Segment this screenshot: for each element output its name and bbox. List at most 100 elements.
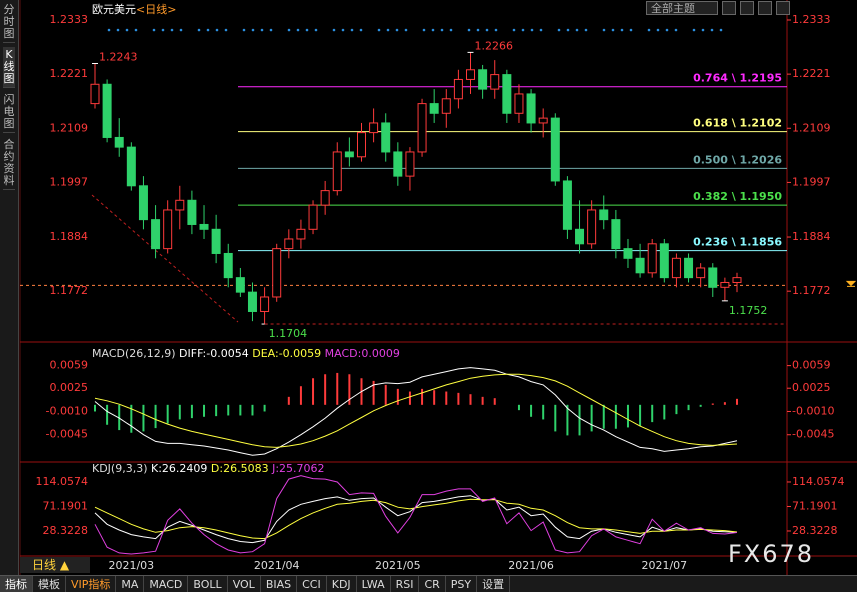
candle-body (284, 238, 294, 250)
bottom-tab[interactable]: KDJ (327, 576, 357, 592)
fib-label: 0.764 \ 1.2195 (693, 72, 782, 85)
y-tick-label: 114.0574 (36, 475, 89, 488)
candle-body (562, 180, 572, 230)
bottom-tab[interactable]: PSY (446, 576, 478, 592)
sidebar-tab[interactable]: K线图 (3, 47, 15, 88)
candle-body (344, 151, 354, 158)
signal-dot (152, 28, 156, 32)
bottom-tab[interactable]: BOLL (188, 576, 228, 592)
signal-dot (674, 28, 678, 32)
y-tick-label: 1.1772 (792, 284, 831, 297)
y-tick-label: 1.2109 (50, 121, 89, 134)
candle-body (247, 291, 257, 312)
period-button[interactable]: 日线 ▲ (20, 557, 90, 573)
theme-select[interactable]: 全部主题 (646, 1, 718, 15)
signal-dot (449, 28, 453, 32)
candle-body (538, 117, 548, 124)
bottom-tab[interactable]: LWA (357, 576, 391, 592)
y-tick-label: 1.2333 (792, 13, 831, 26)
signal-dot (692, 28, 696, 32)
x-tick-label: 2021/05 (375, 559, 421, 572)
signal-dot (494, 28, 498, 32)
candle-body (175, 199, 185, 211)
candle-body (260, 296, 270, 312)
bottom-tab[interactable]: RSI (391, 576, 420, 592)
header: MACD:0.0009 (325, 347, 400, 360)
signal-dot (476, 28, 480, 32)
fib-label: 0.236 \ 1.1856 (693, 236, 782, 249)
signal-dot (215, 28, 219, 32)
indicator-line (94, 373, 738, 448)
candle-body (296, 228, 306, 240)
chart: 欧元美元<日线> MACD(26,12,9) DIFF:-0.0054 DEA:… (19, 0, 857, 575)
fib-label: 0.500 \ 1.2026 (693, 153, 782, 166)
candle-body (138, 185, 148, 221)
signal-dot (440, 28, 444, 32)
bottom-tab[interactable]: CCI (297, 576, 327, 592)
sidebar-tab[interactable]: 合约资料 (3, 137, 15, 190)
extreme-label: 1.2266 (475, 39, 513, 52)
candle-body (502, 74, 512, 114)
bottom-tab[interactable]: CR (419, 576, 446, 592)
signal-dot (134, 28, 138, 32)
signal-dot (332, 28, 336, 32)
y-tick-label: 1.2221 (792, 67, 831, 80)
indicator-line (94, 495, 738, 544)
candle-body (211, 228, 221, 254)
y-tick-label: 1.2109 (792, 121, 831, 134)
extreme-label: 1.1704 (269, 327, 308, 340)
sidebar-tab[interactable]: 闪电图 (3, 92, 15, 133)
bottom-tab[interactable]: VOL (228, 576, 261, 592)
bottom-tab[interactable]: 指标 (0, 576, 33, 592)
candle-body (393, 151, 403, 177)
candle-body (684, 257, 694, 279)
fib-label: 0.382 \ 1.1950 (693, 190, 782, 203)
y-tick-label: 0.0059 (50, 359, 89, 372)
candle-body (102, 83, 112, 138)
candle-body (526, 93, 536, 124)
candle-body (696, 267, 706, 279)
bottom-tab[interactable]: 设置 (477, 576, 511, 592)
icon-button[interactable] (776, 1, 790, 15)
y-tick-label: 114.0574 (792, 475, 845, 488)
candle-body (659, 243, 669, 279)
y-tick-label: -0.0045 (792, 428, 834, 441)
signal-dot (179, 28, 183, 32)
x-tick-label: 2021/03 (108, 559, 154, 572)
signal-dot (467, 28, 471, 32)
extreme-label: 1.2243 (99, 50, 138, 63)
candle-body (647, 243, 657, 274)
sidebar-tab[interactable]: 分时图 (3, 2, 15, 43)
bottom-tab[interactable]: 模板 (33, 576, 66, 592)
signal-dot (287, 28, 291, 32)
bottom-tab[interactable]: VIP指标 (66, 576, 117, 592)
icon-button[interactable] (740, 1, 754, 15)
icon-button[interactable] (758, 1, 772, 15)
y-tick-label: 28.3228 (43, 524, 89, 537)
chart-title: 欧元美元<日线> (92, 2, 176, 16)
signal-dot (341, 28, 345, 32)
candle-body (611, 219, 621, 250)
candle-body (550, 117, 560, 182)
y-tick-label: 1.1884 (792, 230, 831, 243)
bottom-bar: 指标 模板 VIP指标 MA MACD BOLL VOL BIAS CCI KDJ LWA RSI CR… (0, 575, 857, 592)
candle-body (381, 122, 391, 153)
bottom-tab[interactable]: MACD (144, 576, 189, 592)
candle-body (635, 257, 645, 274)
signal-dot (305, 28, 309, 32)
macd-header: MACD(26,12,9) DIFF:-0.0054 DEA:-0.0059 M… (92, 347, 400, 360)
signal-dot (710, 28, 714, 32)
candle-body (575, 228, 585, 245)
candle-body (720, 281, 730, 288)
y-tick-label: -0.0045 (46, 428, 88, 441)
candle-body (478, 69, 488, 90)
candle-body (356, 132, 366, 158)
bottom-tab[interactable]: MA (116, 576, 145, 592)
signal-dot (296, 28, 300, 32)
icon-button[interactable] (722, 1, 736, 15)
signal-dot (224, 28, 228, 32)
trend-line (91, 194, 239, 323)
signal-dot (629, 28, 633, 32)
bottom-tab[interactable]: BIAS (261, 576, 298, 592)
candle-body (405, 151, 415, 177)
